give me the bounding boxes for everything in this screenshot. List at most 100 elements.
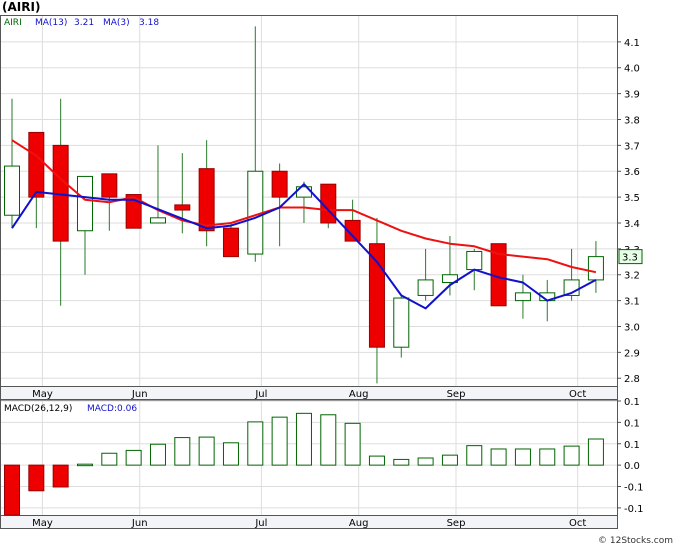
legend-symbol: AIRI	[4, 18, 22, 28]
macd-bar-positive	[149, 443, 166, 466]
price-x-tick-label: Aug	[349, 389, 369, 400]
macd-y-tick-label: 0.1	[624, 440, 640, 451]
ma3-line	[11, 183, 597, 310]
price-y-tick-label: 3.1	[624, 297, 640, 308]
macd-histogram	[4, 412, 604, 516]
price-y-tick-label: 4.1	[624, 38, 640, 49]
price-y-tick-label: 3.7	[624, 141, 640, 152]
candle-down	[125, 194, 142, 229]
macd-bar-positive	[222, 442, 239, 466]
candle-up	[76, 175, 93, 232]
macd-bar-positive	[417, 457, 434, 466]
price-y-tick-label: 2.9	[624, 348, 640, 359]
macd-bar-positive	[344, 422, 361, 466]
price-y-axis: 2.8 2.9 3.0 3.1 3.2 3.3 3.4 3.5 3.6 3.7 3.8 3.9 4.0 4…	[617, 38, 640, 385]
macd-bar-positive	[563, 445, 580, 466]
candle-down	[368, 243, 385, 348]
moving-average-lines	[11, 139, 597, 310]
macd-bar-positive	[466, 445, 483, 466]
candle-up	[587, 256, 604, 281]
price-y-tick-label: 2.8	[624, 374, 640, 385]
macd-x-tick-label: Aug	[349, 518, 369, 529]
legend-ma13-label: MA(13)	[35, 18, 67, 28]
price-x-tick-label: Jun	[131, 389, 148, 400]
macd-x-axis: May Jun Jul Aug Sep Oct	[32, 518, 586, 529]
macd-x-tick-label: May	[32, 518, 53, 529]
macd-value-label: MACD:0.06	[87, 404, 137, 414]
price-y-tick-label: 4.0	[624, 64, 640, 75]
macd-x-tick-label: Oct	[569, 518, 586, 529]
candle-up	[441, 274, 458, 284]
macd-bar-positive	[247, 421, 264, 466]
price-x-tick-label: May	[32, 389, 53, 400]
legend-ma3-label: MA(3)	[103, 18, 130, 28]
macd-x-tick-label: Jul	[254, 518, 267, 529]
macd-bar-positive	[76, 463, 93, 467]
macd-bar-negative	[52, 464, 69, 488]
macd-x-tick-label: Sep	[447, 518, 466, 529]
ma13-line	[11, 139, 597, 274]
macd-y-tick-label: 0.1	[624, 397, 640, 408]
price-x-tick-label: Sep	[447, 389, 466, 400]
candlesticks	[4, 26, 604, 384]
candle-down	[344, 219, 361, 242]
candle-down	[174, 204, 191, 211]
price-y-tick-label: 3.2	[624, 271, 640, 282]
price-x-tick-label: Jul	[254, 389, 267, 400]
candle-up	[393, 297, 410, 348]
last-price-tag: 3.3	[618, 249, 643, 265]
price-y-tick-label: 3.9	[624, 90, 640, 101]
price-y-tick-label: 3.5	[624, 193, 640, 204]
macd-bar-positive	[174, 437, 191, 466]
macd-y-axis: -0.1 -0.1 0.0 0.1 0.1 0.1	[617, 397, 644, 515]
candle-up	[149, 217, 166, 224]
candle-up	[514, 292, 531, 302]
candle-down	[222, 227, 239, 258]
candle-up	[4, 165, 20, 216]
symbol-title: (AIRI)	[2, 0, 40, 14]
macd-bar-negative	[28, 464, 45, 492]
last-price-tag-text: 3.3	[622, 253, 638, 264]
macd-bar-positive	[101, 452, 118, 466]
macd-bar-positive	[514, 448, 531, 466]
legend-ma3-value: 3.18	[139, 18, 159, 28]
macd-bar-positive	[295, 412, 312, 466]
macd-label: MACD(26,12,9)	[4, 404, 72, 414]
macd-bar-positive	[539, 448, 556, 466]
last-price-tag-box	[618, 249, 643, 265]
price-y-tick-label: 3.4	[624, 219, 640, 230]
price-gridlines	[1, 16, 617, 386]
macd-bar-positive	[441, 454, 458, 466]
price-date-axis-strip	[0, 386, 618, 400]
macd-bar-positive	[368, 455, 385, 466]
price-y-tick-label: 3.0	[624, 322, 640, 333]
candle-up	[417, 279, 434, 296]
price-y-tick-label: 3.8	[624, 115, 640, 126]
macd-gridlines	[1, 400, 617, 515]
macd-bar-positive	[320, 414, 337, 466]
macd-x-tick-label: Jun	[131, 518, 148, 529]
legend-ma13-value: 3.21	[74, 18, 94, 28]
macd-y-tick-label: -0.1	[624, 483, 644, 494]
candle-down	[198, 168, 215, 232]
macd-date-axis-strip	[0, 515, 618, 529]
price-y-tick-label: 3.6	[624, 167, 640, 178]
candle-down	[271, 170, 288, 198]
macd-bar-positive	[587, 438, 604, 466]
macd-y-tick-label: -0.1	[624, 504, 644, 515]
price-x-axis: May Jun Jul Aug Sep Oct	[32, 389, 586, 400]
macd-bar-positive	[393, 458, 410, 466]
price-x-tick-label: Oct	[569, 389, 586, 400]
candle-down	[28, 131, 45, 198]
macd-bar-positive	[125, 449, 142, 466]
candle-up	[466, 250, 483, 271]
macd-y-tick-label: 0.1	[624, 418, 640, 429]
macd-bar-positive	[198, 436, 215, 466]
macd-bar-positive	[490, 448, 507, 466]
candle-down	[101, 173, 118, 198]
macd-bar-negative	[4, 464, 20, 516]
watermark: © 12Stocks.com	[598, 536, 673, 546]
macd-y-tick-label: 0.0	[624, 461, 640, 472]
macd-bar-positive	[271, 416, 288, 466]
